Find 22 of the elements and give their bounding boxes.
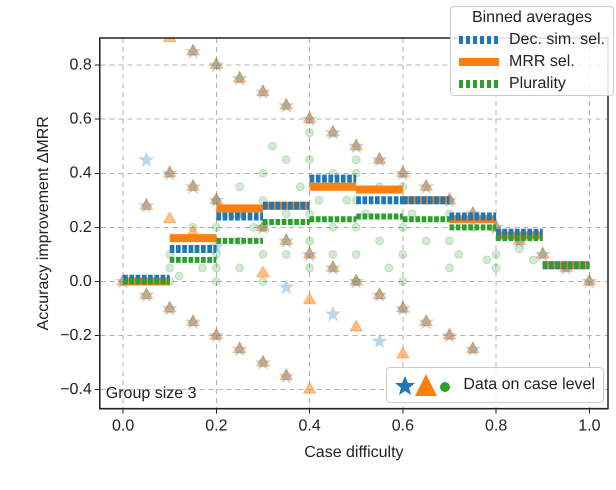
x-tick-label: 0.2 (205, 418, 228, 435)
y-tick-label: 0.2 (70, 218, 92, 236)
y-tick-label: 0.4 (70, 164, 92, 182)
annotation: Data on case level (463, 376, 595, 394)
x-tick-label: 0.0 (112, 418, 134, 435)
x-axis-title: Case difficulty (304, 444, 404, 461)
legend-label: MRR sel. (508, 53, 575, 71)
y-tick-label: 0.6 (70, 110, 92, 128)
y-tick-label: −0.4 (60, 381, 92, 398)
x-tick-label: 0.4 (298, 418, 321, 435)
x-tick-label: 0.8 (484, 418, 508, 435)
y-tick-label: 0.8 (70, 56, 92, 74)
y-axis-title: Accuracy improvement ΔMRR (35, 116, 52, 330)
y-tick-label: 0.0 (70, 272, 92, 290)
legend-label: Plurality (508, 75, 566, 93)
x-tick-label: 1.0 (578, 418, 601, 435)
y-tick-label: −0.2 (60, 326, 92, 344)
annotation: Group size 3 (106, 384, 196, 403)
x-tick-label: 0.6 (392, 418, 414, 435)
legend-label: Dec. sim. sel. (508, 31, 605, 49)
legend-box: Data on case level (386, 366, 604, 403)
legend-title: Binned averages (470, 8, 594, 28)
